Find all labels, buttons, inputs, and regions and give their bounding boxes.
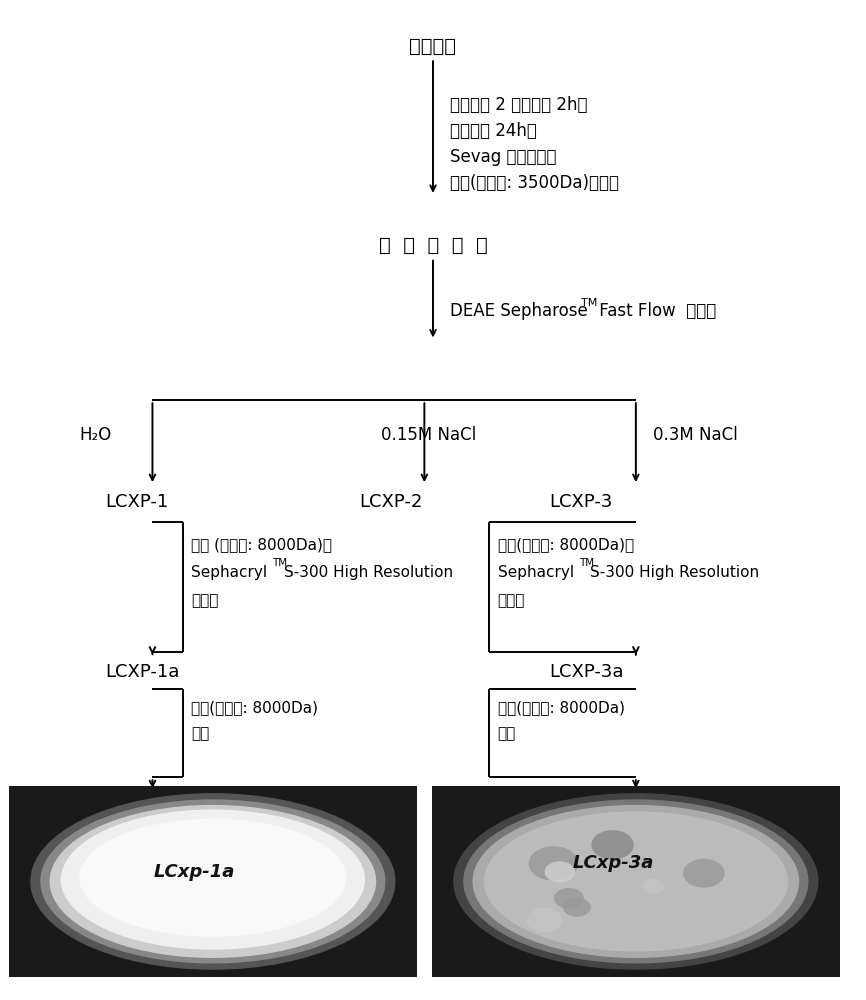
Text: LCXP-3a: LCXP-3a <box>550 663 624 681</box>
Ellipse shape <box>61 809 365 950</box>
Text: 透析(截留量: 8000Da): 透析(截留量: 8000Da) <box>191 700 319 715</box>
Ellipse shape <box>643 879 664 893</box>
Text: S-300 High Resolution: S-300 High Resolution <box>284 565 453 580</box>
Text: 透析(截留量: 3500Da)，冻干: 透析(截留量: 3500Da)，冻干 <box>450 174 619 192</box>
Text: DEAE Sepharose: DEAE Sepharose <box>450 302 588 320</box>
Text: LCxp-3a: LCxp-3a <box>573 854 655 872</box>
Text: TM: TM <box>578 558 594 568</box>
Text: 0.15M NaCl: 0.15M NaCl <box>381 426 476 444</box>
Ellipse shape <box>683 859 725 888</box>
Text: H₂O: H₂O <box>79 426 112 444</box>
Ellipse shape <box>563 898 591 917</box>
Text: Sephacryl: Sephacryl <box>498 565 574 580</box>
Ellipse shape <box>484 811 788 952</box>
Text: 透析 (截留量: 8000Da)；: 透析 (截留量: 8000Da)； <box>191 537 333 552</box>
FancyBboxPatch shape <box>9 786 417 977</box>
Text: 热水浸提 2 次，每次 2h；: 热水浸提 2 次，每次 2h； <box>450 96 588 114</box>
Text: 川芎粉末: 川芎粉末 <box>410 37 456 56</box>
Text: 川  芎  粗  多  糖: 川 芎 粗 多 糖 <box>378 236 488 255</box>
Text: LCXP-3: LCXP-3 <box>550 493 613 511</box>
Text: LCxp-1a: LCxp-1a <box>153 863 235 881</box>
Ellipse shape <box>80 819 346 937</box>
Text: 乙醇醇沉 24h；: 乙醇醇沉 24h； <box>450 122 537 140</box>
Text: Sephacryl: Sephacryl <box>191 565 268 580</box>
Text: Sevag 法除蛋白；: Sevag 法除蛋白； <box>450 148 557 166</box>
Text: 透析(截留量: 8000Da): 透析(截留量: 8000Da) <box>498 700 624 715</box>
Text: 柱层析: 柱层析 <box>498 593 525 608</box>
Ellipse shape <box>591 830 634 860</box>
Text: TM: TM <box>273 558 288 568</box>
Text: S-300 High Resolution: S-300 High Resolution <box>590 565 759 580</box>
Ellipse shape <box>529 846 578 881</box>
Ellipse shape <box>545 861 575 882</box>
Ellipse shape <box>49 805 376 958</box>
Ellipse shape <box>473 805 799 958</box>
Ellipse shape <box>31 794 395 969</box>
FancyBboxPatch shape <box>432 786 840 977</box>
Ellipse shape <box>41 799 385 964</box>
Text: LCXP-1a: LCXP-1a <box>105 663 179 681</box>
Ellipse shape <box>554 888 584 909</box>
Ellipse shape <box>454 794 818 969</box>
Text: TM: TM <box>581 298 598 308</box>
Text: LCXP-1: LCXP-1 <box>105 493 168 511</box>
Text: Fast Flow  柱层析: Fast Flow 柱层析 <box>594 302 717 320</box>
Text: 冻干: 冻干 <box>191 726 210 741</box>
Text: 冻干: 冻干 <box>498 726 516 741</box>
Text: 柱层析: 柱层析 <box>191 593 219 608</box>
Ellipse shape <box>463 799 809 964</box>
Text: 0.3M NaCl: 0.3M NaCl <box>653 426 738 444</box>
Ellipse shape <box>527 908 562 932</box>
Text: 透析(截留量: 8000Da)；: 透析(截留量: 8000Da)； <box>498 537 634 552</box>
Text: LCXP-2: LCXP-2 <box>359 493 423 511</box>
